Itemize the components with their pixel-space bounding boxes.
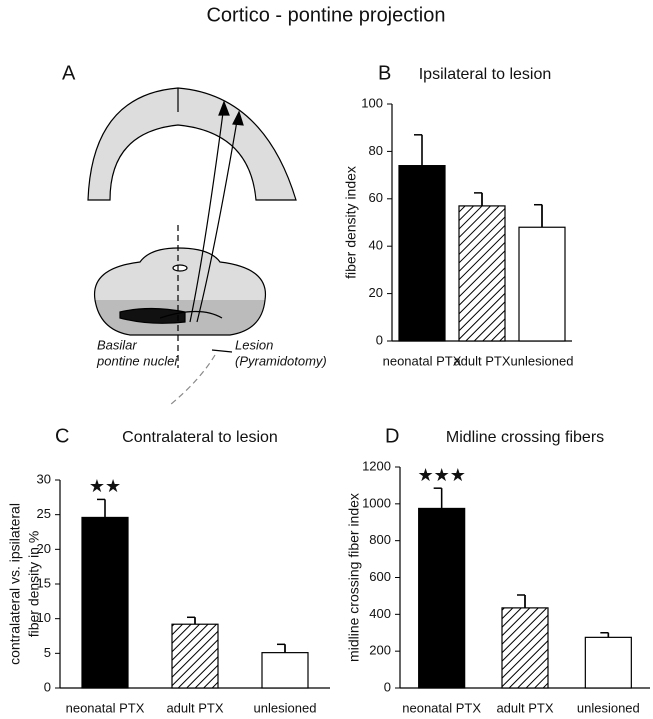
y-tick-label: 20 — [37, 541, 51, 556]
y-tick-label: 600 — [369, 569, 391, 584]
bar — [418, 507, 466, 689]
x-tick-label: unlesioned — [577, 700, 640, 715]
significance: ★★★ — [417, 465, 465, 485]
y-tick-label: 10 — [37, 610, 51, 625]
chart-title: Midline crossing fibers — [446, 429, 604, 446]
significance: ★★ — [89, 476, 121, 496]
annotation: Basilar — [97, 337, 137, 352]
y-axis-label: midline crossing fiber index — [346, 493, 362, 662]
chart-title: Contralateral to lesion — [122, 429, 278, 446]
y-tick-label: 20 — [369, 285, 383, 300]
x-tick-label: neonatal PTX — [66, 700, 145, 715]
x-tick-label: adult PTX — [496, 700, 553, 715]
bar — [398, 165, 446, 342]
figure-title: Cortico - pontine projection — [206, 4, 445, 26]
bar — [584, 636, 632, 689]
y-tick-label: 60 — [369, 190, 383, 205]
panel-label: C — [55, 425, 69, 447]
y-tick-label: 800 — [369, 532, 391, 547]
y-tick-label: 400 — [369, 606, 391, 621]
bar — [261, 652, 309, 689]
annotation: Lesion — [235, 337, 273, 352]
y-tick-label: 5 — [44, 645, 51, 660]
x-tick-label: unlesioned — [254, 700, 317, 715]
y-tick-label: 30 — [37, 471, 51, 486]
bar — [518, 226, 566, 342]
y-tick-label: 15 — [37, 575, 51, 590]
x-tick-label: neonatal PTX — [402, 700, 481, 715]
x-tick-label: adult PTX — [166, 700, 223, 715]
y-tick-label: 80 — [369, 143, 383, 158]
y-tick-label: 25 — [37, 506, 51, 521]
y-tick-label: 0 — [384, 679, 391, 694]
y-tick-label: 1000 — [362, 495, 391, 510]
panel-label: A — [62, 62, 76, 84]
bar — [458, 205, 506, 342]
bar — [171, 623, 219, 689]
y-tick-label: 0 — [44, 679, 51, 694]
x-tick-label: unlesioned — [511, 353, 574, 368]
x-tick-label: adult PTX — [453, 353, 510, 368]
y-axis-label: contralateral vs. ipsilateral — [7, 503, 23, 665]
y-tick-label: 100 — [361, 95, 383, 110]
y-tick-label: 0 — [376, 332, 383, 347]
bar — [501, 607, 549, 689]
bar — [81, 516, 129, 689]
x-tick-label: neonatal PTX — [383, 353, 462, 368]
y-axis-label: fiber density index — [343, 166, 359, 279]
panel-label: B — [378, 62, 391, 84]
y-tick-label: 1200 — [362, 458, 391, 473]
y-tick-label: 200 — [369, 643, 391, 658]
annotation: pontine nuclei — [96, 353, 178, 368]
panel-label: D — [385, 425, 399, 447]
annotation: (Pyramidotomy) — [235, 353, 327, 368]
schematic — [87, 87, 297, 406]
y-axis-label: fiber density in % — [26, 531, 42, 638]
chart-title: Ipsilateral to lesion — [419, 66, 552, 83]
y-tick-label: 40 — [369, 238, 383, 253]
